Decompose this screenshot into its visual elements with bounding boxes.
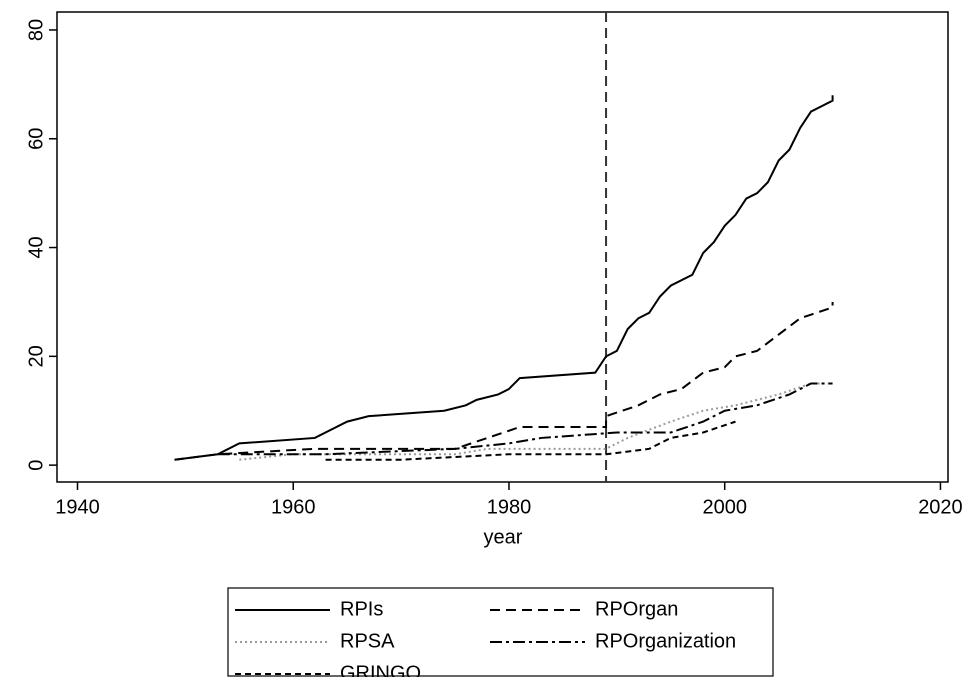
legend-label: RPIs xyxy=(340,598,383,620)
legend-label: RPOrganization xyxy=(595,630,736,652)
y-tick-label: 0 xyxy=(25,460,47,471)
y-tick-label: 20 xyxy=(25,345,47,367)
x-tick-label: 1960 xyxy=(271,496,316,518)
y-tick-label: 40 xyxy=(25,236,47,258)
series-line xyxy=(239,382,833,461)
x-tick-label: 1940 xyxy=(55,496,100,518)
series-line xyxy=(174,95,834,461)
x-tick-label: 2020 xyxy=(918,496,963,518)
legend-label: RPSA xyxy=(340,630,395,652)
x-tick-label: 2000 xyxy=(702,496,747,518)
y-tick-label: 60 xyxy=(25,128,47,150)
series-line xyxy=(217,382,833,456)
x-axis-label: year xyxy=(484,526,523,548)
series-line xyxy=(174,301,834,461)
y-tick-label: 80 xyxy=(25,19,47,41)
legend-label: GRINGO xyxy=(340,662,421,677)
legend-label: RPOrgan xyxy=(595,598,678,620)
x-tick-label: 1980 xyxy=(487,496,532,518)
plot-frame xyxy=(56,11,949,483)
series-line xyxy=(325,420,736,461)
legend-box xyxy=(227,587,774,677)
